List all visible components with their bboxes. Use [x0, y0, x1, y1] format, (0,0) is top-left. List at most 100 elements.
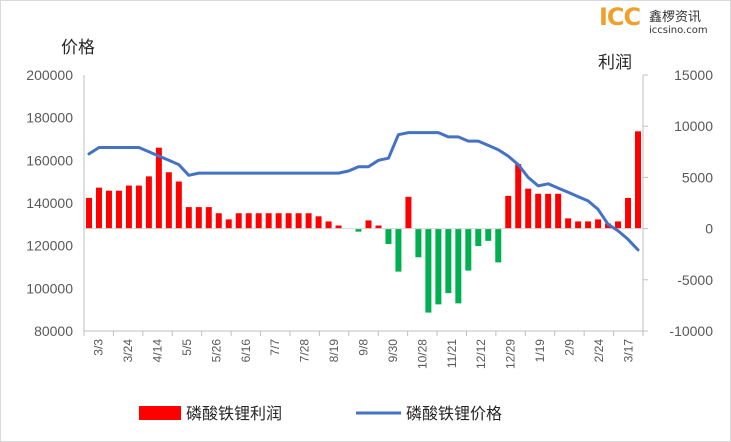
profit-bar: [95, 187, 102, 229]
icc-logo: ICC 鑫椤资讯 iccsino.com: [599, 3, 729, 43]
left-tick-label: 120000: [26, 238, 73, 254]
profit-bar: [215, 213, 222, 229]
profit-bar: [85, 197, 92, 229]
x-tick-label: 1/19: [533, 339, 547, 363]
profit-bar: [575, 221, 582, 229]
right-tick-label: 10000: [674, 118, 713, 134]
profit-bar: [475, 228, 482, 247]
legend: 磷酸铁锂利润 磷酸铁锂价格: [139, 404, 502, 423]
left-tick-label: 80000: [34, 323, 73, 339]
profit-bar: [125, 185, 132, 229]
profit-bar: [535, 193, 542, 229]
profit-bar: [465, 228, 472, 271]
profit-bar: [405, 196, 412, 229]
profit-bar: [275, 213, 282, 229]
x-tick-label: 6/16: [239, 339, 253, 363]
x-axis: 3/3 3/24 4/14 5/5 5/26 6/16 7/7 7/28 8/19 9/8 9/30…: [83, 330, 644, 369]
left-tick-label: 200000: [26, 67, 73, 83]
profit-bar: [185, 207, 192, 229]
left-axis-title: 价格: [61, 38, 95, 58]
profit-bar: [265, 213, 272, 229]
logo-url: iccsino.com: [649, 25, 708, 36]
profit-bar: [515, 164, 522, 229]
right-tick-label: 5000: [682, 169, 713, 185]
profit-bar: [395, 228, 402, 272]
logo-name: 鑫椤资讯: [649, 10, 702, 25]
price-line: [87, 131, 640, 252]
profit-bar: [555, 193, 562, 229]
x-tick-label: 7/7: [268, 339, 282, 356]
profit-bar: [335, 225, 342, 229]
profit-bar: [135, 185, 142, 229]
left-axis-ticks: 200000 180000 160000 140000 120000 100000 8000…: [26, 67, 73, 339]
profit-bar: [155, 147, 162, 229]
x-tick-label: 12/29: [504, 339, 518, 369]
profit-bar: [285, 213, 292, 229]
profit-bar: [315, 216, 322, 229]
profit-bar: [365, 220, 372, 229]
profit-bar: [175, 181, 182, 229]
x-tick-label: 9/30: [386, 339, 400, 363]
x-tick-label: 3/3: [92, 339, 106, 356]
x-tick-label: 7/28: [298, 339, 312, 363]
right-tick-label: -5000: [677, 272, 713, 288]
profit-bar: [165, 172, 172, 229]
x-tick-label: 3/17: [621, 339, 635, 363]
x-tick-label: 9/8: [357, 339, 371, 356]
profit-bar: [245, 213, 252, 229]
profit-bar: [255, 213, 262, 229]
profit-bar: [305, 213, 312, 229]
right-axis-title: 利润: [598, 53, 632, 73]
x-tick-label: 4/14: [151, 339, 165, 363]
profit-bar: [115, 190, 122, 229]
right-tick-label: 0: [705, 221, 713, 237]
legend-label-profit: 磷酸铁锂利润: [186, 404, 282, 423]
profit-bar: [445, 228, 452, 294]
x-tick-label: 3/24: [121, 339, 135, 363]
profit-bar: [205, 207, 212, 229]
profit-bar: [225, 219, 232, 229]
left-tick-label: 140000: [26, 195, 73, 211]
profit-bar: [355, 228, 362, 232]
profit-bar: [505, 195, 512, 229]
profit-bar: [625, 197, 632, 229]
profit-bar: [435, 228, 442, 305]
profit-bar: [615, 221, 622, 229]
profit-bar: [145, 176, 152, 229]
profit-bar: [585, 221, 592, 229]
left-tick-label: 180000: [26, 110, 73, 126]
profit-bar: [545, 193, 552, 229]
profit-bar: [385, 228, 392, 244]
left-tick-label: 160000: [26, 152, 73, 168]
profit-bar: [635, 131, 642, 229]
legend-label-price: 磷酸铁锂价格: [406, 404, 502, 423]
profit-bar: [595, 219, 602, 229]
x-tick-label: 8/19: [327, 339, 341, 363]
profit-bar: [485, 228, 492, 241]
x-tick-label: 2/9: [562, 339, 576, 356]
profit-bar: [425, 228, 432, 313]
profit-bar: [105, 190, 112, 229]
profit-bar: [195, 207, 202, 229]
profit-bars: [85, 131, 642, 313]
profit-bar: [455, 228, 462, 304]
profit-bar: [525, 188, 532, 229]
legend-swatch-profit: [139, 406, 181, 420]
x-tick-label: 12/12: [474, 339, 488, 369]
profit-bar: [565, 218, 572, 229]
x-tick-label: 5/26: [209, 339, 223, 363]
left-tick-label: 100000: [26, 280, 73, 296]
profit-bar: [495, 228, 502, 263]
right-tick-label: 15000: [674, 67, 713, 83]
right-axis-ticks: 15000 10000 5000 0 -5000 -10000: [643, 67, 713, 339]
profit-bar: [235, 213, 242, 229]
logo-mark: ICC: [599, 3, 641, 31]
profit-bar: [325, 221, 332, 229]
x-tick-label: 2/24: [592, 339, 606, 363]
x-tick-label: 10/28: [415, 339, 429, 369]
profit-bar: [415, 228, 422, 258]
right-tick-label: -10000: [669, 323, 713, 339]
profit-bar: [295, 213, 302, 229]
